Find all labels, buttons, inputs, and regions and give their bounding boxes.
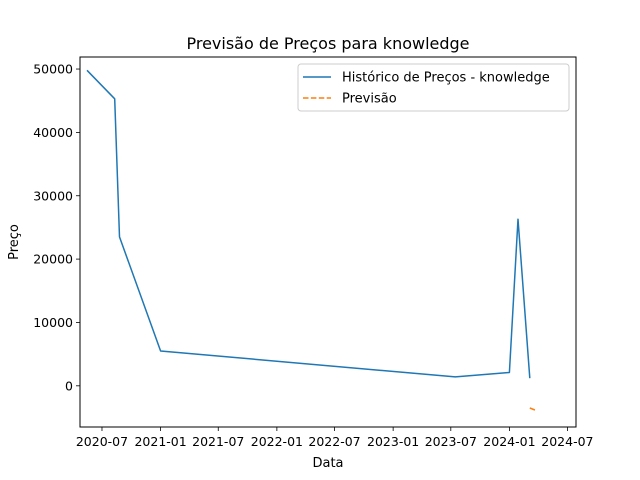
x-tick-label: 2021-07 [192, 434, 244, 449]
series-line-0 [86, 69, 531, 379]
x-tick-label: 2020-07 [76, 434, 128, 449]
legend-label-0: Histórico de Preços - knowledge [342, 71, 550, 86]
legend: Histórico de Preços - knowledge Previsão [297, 63, 570, 112]
series-line-1 [529, 407, 537, 412]
y-tick-label: 50000 [33, 62, 73, 77]
x-axis-label: Data [312, 456, 343, 471]
y-tick-label: 30000 [33, 188, 73, 203]
series-layer [86, 69, 537, 412]
y-tick-label: 0 [65, 378, 73, 393]
x-tick-label: 2022-01 [251, 434, 303, 449]
x-tick-label: 2023-07 [425, 434, 477, 449]
x-tick-label: 2022-07 [308, 434, 360, 449]
y-axis-label: Preço [7, 224, 22, 260]
x-tick-label: 2024-07 [541, 434, 593, 449]
legend-label-1: Previsão [342, 92, 397, 107]
x-tick-label: 2021-01 [134, 434, 186, 449]
y-axis: 0 10000 20000 30000 40000 50000 [33, 62, 80, 393]
y-tick-label: 10000 [33, 315, 73, 330]
plot-area-frame [79, 56, 577, 428]
legend-frame [297, 63, 570, 112]
chart-title: Previsão de Preços para knowledge [186, 34, 469, 53]
y-tick-label: 20000 [33, 252, 73, 267]
y-tick-label: 40000 [33, 125, 73, 140]
x-tick-label: 2023-01 [367, 434, 419, 449]
x-axis: 2020-07 2021-01 2021-07 2022-01 2022-07 2023-… [76, 427, 594, 449]
x-tick-label: 2024-01 [483, 434, 535, 449]
